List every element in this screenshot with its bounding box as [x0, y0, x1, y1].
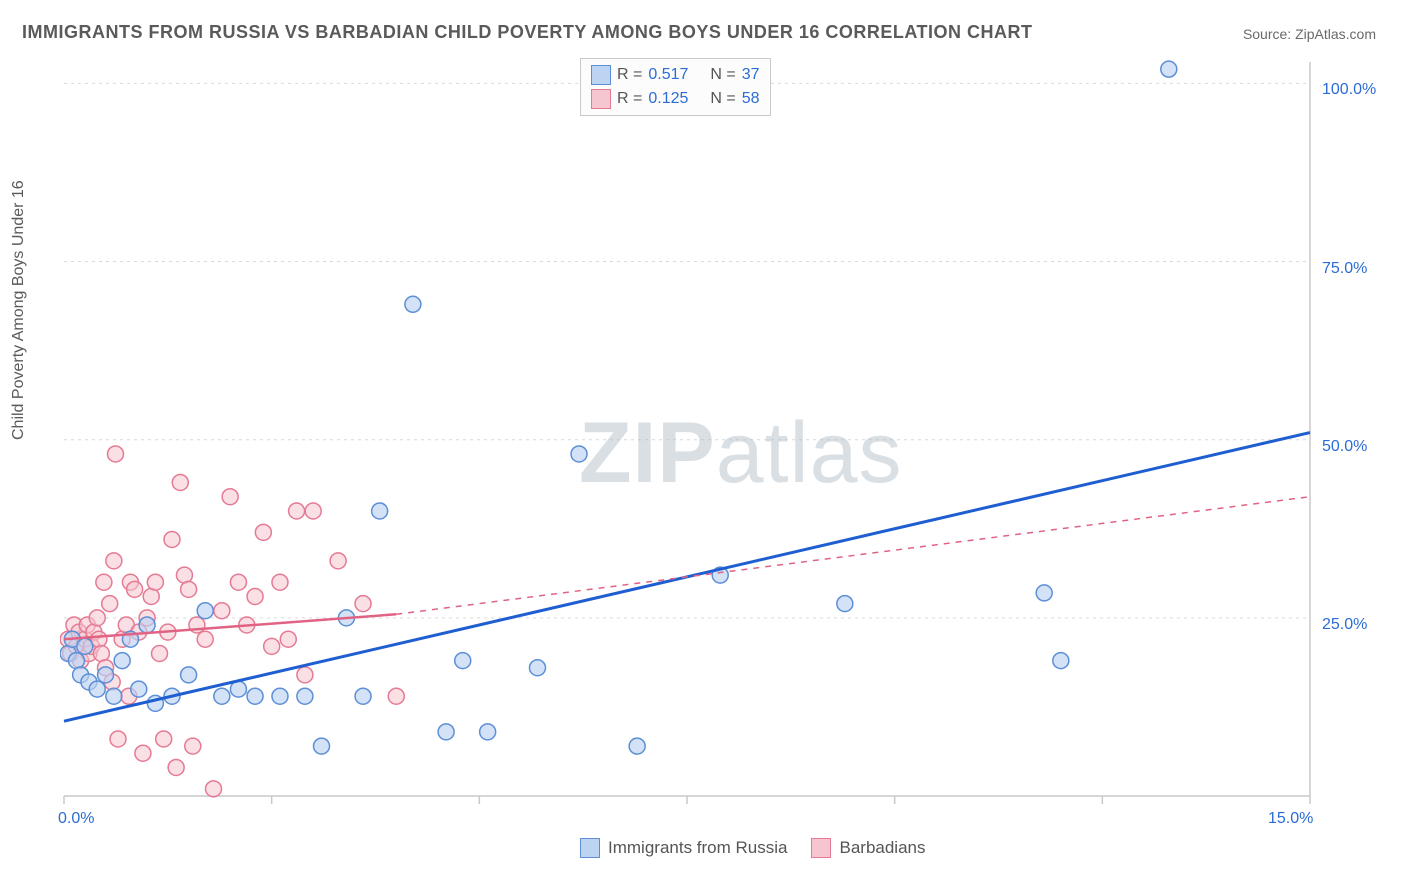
- source-name: ZipAtlas.com: [1295, 26, 1376, 42]
- legend-item: Barbadians: [811, 838, 925, 858]
- legend-n-label: N =: [710, 63, 735, 87]
- legend-n-label: N =: [710, 87, 735, 111]
- y-tick-label: 100.0%: [1322, 81, 1376, 99]
- legend-swatch: [580, 838, 600, 858]
- legend-r-label: R =: [617, 87, 642, 111]
- chart-title: IMMIGRANTS FROM RUSSIA VS BARBADIAN CHIL…: [22, 22, 1033, 43]
- y-tick-label: 25.0%: [1322, 616, 1367, 634]
- x-tick-label: 15.0%: [1268, 810, 1313, 828]
- scatter-plot: [60, 56, 1380, 826]
- source-label: Source:: [1243, 26, 1295, 42]
- legend-swatch: [811, 838, 831, 858]
- legend-swatch: [591, 65, 611, 85]
- legend-series-name: Immigrants from Russia: [608, 838, 787, 858]
- y-axis-label: Child Poverty Among Boys Under 16: [10, 180, 28, 440]
- legend-row: R =0.517 N = 37: [591, 63, 760, 87]
- source-attribution: Source: ZipAtlas.com: [1243, 26, 1376, 42]
- legend-series-name: Barbadians: [839, 838, 925, 858]
- legend-r-label: R =: [617, 63, 642, 87]
- legend-swatch: [591, 89, 611, 109]
- y-tick-label: 75.0%: [1322, 260, 1367, 278]
- y-tick-label: 50.0%: [1322, 438, 1367, 456]
- legend-n-value: 37: [742, 63, 760, 87]
- legend-row: R =0.125 N = 58: [591, 87, 760, 111]
- series-legend: Immigrants from Russia Barbadians: [580, 838, 926, 858]
- legend-r-value: 0.125: [648, 87, 688, 111]
- legend-n-value: 58: [742, 87, 760, 111]
- chart-area: ZIPatlas R =0.517N =37R =0.125N =58 Immi…: [60, 56, 1380, 826]
- legend-item: Immigrants from Russia: [580, 838, 787, 858]
- x-tick-label: 0.0%: [58, 810, 94, 828]
- legend-r-value: 0.517: [648, 63, 688, 87]
- correlation-legend: R =0.517 N = 37 R =0.125 N = 58: [580, 58, 771, 116]
